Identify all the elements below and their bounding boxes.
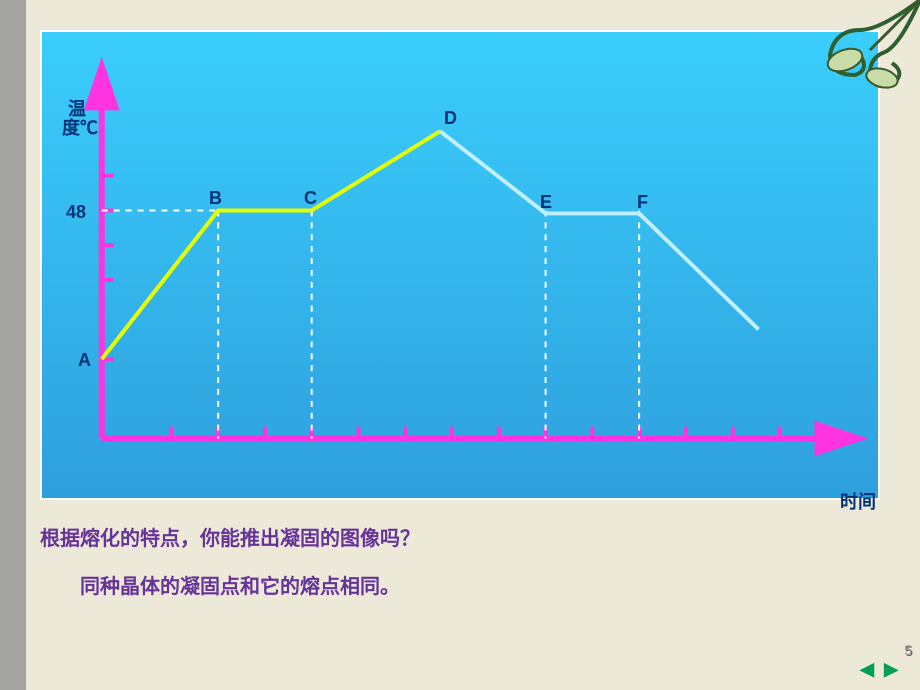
chart-container: 温度℃ 48 A B C D E F [40, 30, 880, 500]
next-button[interactable]: ▶ [884, 659, 898, 680]
left-strip [0, 0, 26, 690]
point-label-D: D [444, 108, 457, 129]
chevron-right-icon: ▶ [884, 659, 898, 679]
point-label-F: F [637, 192, 648, 213]
question-text: 根据熔化的特点，你能推出凝固的图像吗？ [40, 522, 420, 551]
point-label-E: E [540, 192, 552, 213]
prev-button[interactable]: ◀ [860, 659, 874, 680]
point-label-B: B [209, 188, 222, 209]
y-axis-label: 温度℃ [62, 100, 92, 138]
page-number: 5 [904, 642, 912, 658]
x-axis-label: 时间 [840, 488, 876, 514]
chart-svg [42, 32, 878, 498]
chevron-left-icon: ◀ [860, 659, 874, 679]
point-label-A: A [78, 350, 91, 371]
y-axis-value-48: 48 [66, 202, 86, 223]
point-label-C: C [304, 188, 317, 209]
answer-text: 同种晶体的凝固点和它的熔点相同。 [80, 570, 400, 599]
